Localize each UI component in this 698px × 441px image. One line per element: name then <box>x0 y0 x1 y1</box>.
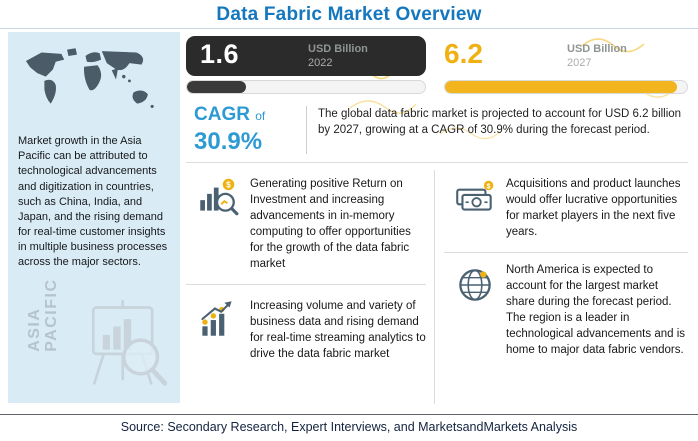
market-size-2022-unit-year: USD Billion 2022 <box>308 42 368 71</box>
source-attribution: Source: Secondary Research, Expert Inter… <box>120 420 578 434</box>
market-size-2027-unit-year: USD Billion 2027 <box>567 42 627 71</box>
market-size-2022-value: 1.6 <box>200 39 240 69</box>
market-size-2022-card: 1.6 USD Billion 2022 <box>186 36 426 76</box>
insight-acquisitions-text: Acquisitions and product launches would … <box>506 178 681 239</box>
market-summary: The global data fabric market is project… <box>318 108 682 137</box>
world-map-graphic <box>25 48 154 108</box>
title-divider <box>0 28 698 29</box>
divider <box>186 162 688 163</box>
footer-divider <box>0 414 698 415</box>
divider <box>186 284 426 285</box>
market-size-2022-year: 2022 <box>308 57 333 70</box>
page-title: Data Fabric Market Overview <box>216 4 482 25</box>
svg-text:$: $ <box>226 180 231 190</box>
progress-fill-2027 <box>445 81 678 93</box>
cagr-label-suffix: of <box>255 109 266 123</box>
market-size-2022-unit: USD Billion <box>308 43 368 55</box>
cash-icon: $ <box>456 180 494 211</box>
insight-north-america-text: North America is expected to account for… <box>506 264 686 357</box>
cagr-value: 30.9% <box>194 128 263 155</box>
svg-text:$: $ <box>487 182 491 191</box>
divider <box>434 170 435 404</box>
progress-bar-2022 <box>186 80 426 94</box>
easel-magnifier-icon <box>91 299 168 386</box>
cagr-label-main: CAGR <box>194 104 250 125</box>
divider <box>444 252 688 253</box>
growth-chart-icon <box>201 301 232 336</box>
insight-roi-text: Generating positive Return on Investment… <box>250 178 411 271</box>
progress-bar-2027 <box>444 80 688 94</box>
cagr-label: CAGR of <box>194 104 300 126</box>
asia-pacific-panel: Market growth in the Asia Pacific can be… <box>8 32 180 403</box>
asia-pacific-description: Market growth in the Asia Pacific can be… <box>18 135 168 269</box>
asia-pacific-label-line1: ASIA <box>26 307 44 353</box>
cagr-block: CAGR of 30.9% <box>194 104 300 156</box>
insight-streaming-text: Increasing volume and variety of busines… <box>250 300 426 361</box>
progress-fill-2022 <box>187 81 247 93</box>
asia-pacific-label: ASIA PACIFIC <box>26 212 61 353</box>
market-size-2027-value: 6.2 <box>444 38 483 69</box>
market-size-2027-year: 2027 <box>567 57 592 70</box>
market-size-2027-unit: USD Billion <box>567 43 627 55</box>
divider <box>306 106 307 154</box>
globe-icon <box>459 269 491 301</box>
roi-analytics-icon: $ <box>200 178 239 216</box>
asia-pacific-label-line2: PACIFIC <box>43 278 60 353</box>
